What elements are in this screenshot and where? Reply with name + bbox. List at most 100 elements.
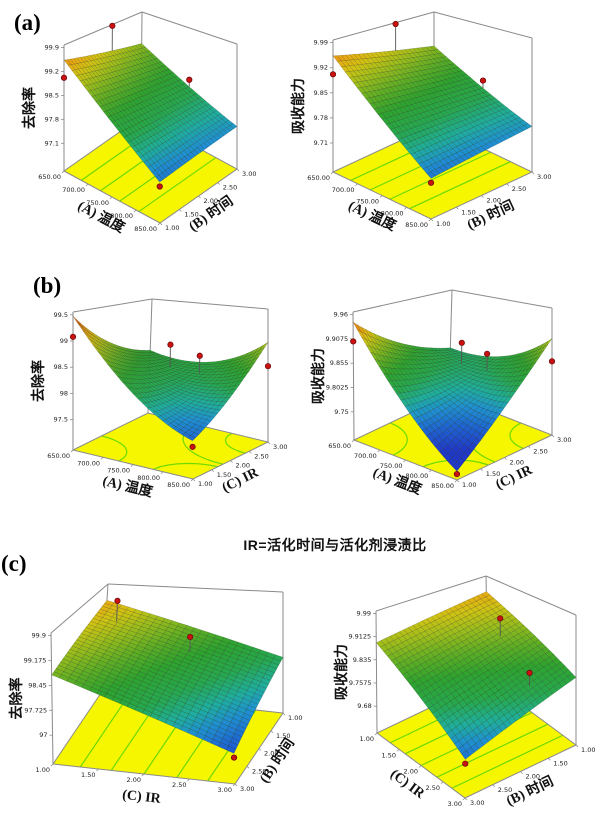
y-tick-label: 2.00 — [487, 197, 501, 205]
design-point — [392, 20, 399, 28]
x-tick-label: 700.00 — [332, 186, 355, 194]
design-point — [167, 341, 174, 348]
design-point — [196, 352, 203, 359]
y-axis-title: (C) IR — [494, 462, 536, 492]
z-tick-label: 9.71 — [314, 139, 328, 147]
x-tick-label: 3.00 — [448, 800, 462, 808]
y-tick-label: 1.50 — [276, 732, 290, 740]
x-tick-label: 3.00 — [218, 786, 232, 794]
x-tick-label: 2.50 — [172, 781, 186, 789]
y-tick-label: 1.50 — [486, 470, 500, 478]
design-point — [548, 358, 556, 365]
z-tick-label: 9.78 — [314, 114, 328, 122]
z-tick-label: 98.45 — [28, 681, 47, 689]
surface-plot-b-left: 99.5 99 98.5 98 97.5 650.00 700.00 750.00 800.00… — [30, 298, 287, 501]
y-tick-label: 3.00 — [240, 785, 254, 793]
surface-mesh-a-left — [63, 43, 238, 183]
panel-label-b: (b) — [33, 273, 62, 298]
x-tick-label: 1.50 — [81, 771, 95, 779]
y-tick-label: 2.50 — [254, 452, 268, 460]
y-tick-label: 3.00 — [557, 436, 571, 444]
z-tick-label: 98.5 — [54, 363, 68, 371]
x-tick-label: 650.00 — [47, 452, 70, 460]
surface-plot-a-right: 9.99 9.92 9.85 9.78 9.71 650.00700.00750.0080… — [290, 11, 551, 235]
y-tick-label: 1.50 — [553, 759, 567, 767]
x-tick-label: 850.00 — [134, 225, 157, 233]
y-tick-label: 1.00 — [288, 714, 302, 722]
z-tick-label: 9.7575 — [349, 679, 372, 687]
z-axis-title: 吸收能力 — [333, 644, 350, 700]
x-tick-label: 2.00 — [404, 768, 418, 776]
x-tick-label: 800.00 — [406, 472, 429, 480]
y-tick-label: 2.00 — [236, 462, 250, 470]
surface-mesh-c-left — [51, 600, 284, 754]
x-tick-label: 850.00 — [405, 221, 428, 229]
x-tick-label: 650.00 — [328, 442, 351, 450]
z-axis-title: 吸收能力 — [290, 78, 307, 134]
design-point — [427, 179, 435, 186]
z-tick-label: 9.835 — [353, 656, 372, 664]
y-tick-label: 2.00 — [204, 197, 218, 205]
z-tick-label: 9.8025 — [326, 384, 349, 392]
design-point — [114, 597, 121, 604]
surface-plot-a-left: 99.9 99.2 98.5 97.8 97.1 650.00700.00750.0080… — [21, 11, 256, 237]
y-tick-label: 1.00 — [165, 224, 179, 232]
z-axis-title: 去除率 — [8, 678, 25, 720]
x-tick-label: 700.00 — [62, 186, 85, 194]
design-point — [60, 74, 68, 81]
y-tick-label: 1.50 — [184, 211, 198, 219]
z-tick-label: 97.725 — [24, 706, 47, 714]
z-tick-label: 98.5 — [45, 91, 59, 99]
y-tick-label: 2.50 — [223, 184, 237, 192]
design-point — [187, 633, 194, 641]
surface-mesh-b-left — [72, 315, 269, 441]
y-tick-label: 1.00 — [462, 481, 476, 489]
design-points-b-right — [350, 338, 556, 478]
z-tick-label: 9.68 — [357, 702, 371, 710]
x-tick-label: 750.00 — [86, 199, 109, 207]
z-tick-label: 99.9 — [45, 44, 59, 52]
ir-definition-caption: IR=活化时间与活化剂浸渍比 — [243, 537, 427, 553]
design-point — [458, 339, 465, 346]
z-tick-label: 99.9 — [32, 632, 46, 640]
z-tick-label: 99.2 — [45, 67, 59, 75]
y-tick-label: 3.00 — [273, 443, 287, 451]
design-point — [484, 350, 491, 357]
y-axis-title: (C) IR — [220, 465, 262, 496]
y-tick-label: 1.00 — [436, 220, 450, 228]
design-points-c-right — [462, 615, 533, 767]
z-tick-label: 9.9075 — [325, 335, 348, 343]
z-tick-label: 97 — [39, 731, 47, 739]
design-point — [497, 615, 504, 622]
z-axis-title: 去除率 — [30, 360, 47, 402]
y-tick-label: 1.00 — [198, 480, 212, 488]
y-tick-label: 3.00 — [537, 173, 551, 181]
z-tick-label: 99.175 — [24, 657, 47, 665]
y-tick-label: 1.50 — [217, 471, 231, 479]
design-point — [329, 71, 337, 78]
design-point — [462, 760, 469, 767]
y-tick-label: 2.50 — [252, 767, 266, 775]
x-tick-label: 650.00 — [38, 173, 61, 181]
z-tick-label: 9.99 — [314, 39, 328, 47]
z-tick-label: 9.85 — [314, 89, 328, 97]
panel-label-c: (c) — [1, 551, 27, 576]
surface-mesh-c-right — [376, 591, 577, 760]
design-points-c-left — [114, 597, 238, 761]
z-tick-label: 9.855 — [330, 359, 349, 367]
design-point — [156, 183, 163, 190]
x-tick-label: 2.50 — [426, 784, 440, 792]
y-tick-label: 2.00 — [510, 459, 524, 467]
surface-mesh-a-right — [332, 45, 533, 179]
design-point — [186, 76, 193, 83]
y-tick-label: 2.50 — [512, 185, 526, 193]
x-tick-label: 2.00 — [127, 776, 141, 784]
y-tick-label: 2.50 — [498, 786, 512, 794]
z-tick-label: 9.96 — [334, 311, 348, 319]
x-tick-label: 750.00 — [380, 462, 403, 470]
design-points-a-right — [329, 20, 487, 186]
x-tick-label: 750.00 — [107, 467, 130, 475]
z-axis-title: 去除率 — [21, 87, 38, 129]
z-tick-label: 9.9125 — [348, 633, 371, 641]
